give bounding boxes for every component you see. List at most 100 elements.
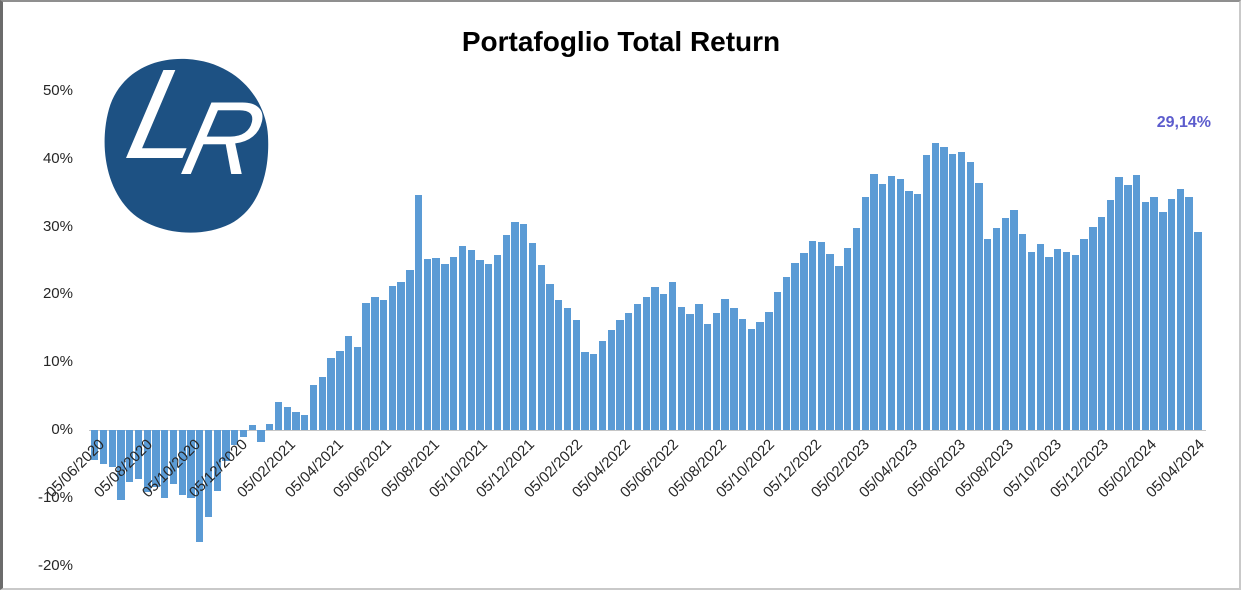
bar <box>940 146 948 430</box>
bar <box>747 328 756 430</box>
bar <box>467 250 475 430</box>
bar <box>1176 188 1185 430</box>
bar <box>406 269 414 430</box>
bar <box>791 263 799 430</box>
bar <box>896 179 904 430</box>
bar <box>861 197 869 430</box>
bar <box>292 412 300 430</box>
bar <box>169 430 178 484</box>
bar <box>520 223 528 430</box>
bar <box>852 227 861 430</box>
bar <box>204 430 213 517</box>
bar <box>686 314 694 430</box>
bar <box>362 302 370 430</box>
bar <box>143 430 151 492</box>
bar <box>476 259 484 430</box>
bar <box>309 385 318 430</box>
bar <box>283 406 291 430</box>
bar <box>1106 200 1115 430</box>
bar <box>546 284 554 430</box>
bar <box>257 430 265 443</box>
bar <box>966 161 974 430</box>
bar <box>449 257 458 430</box>
bar <box>441 263 449 430</box>
bar <box>1045 257 1053 430</box>
bar <box>99 430 108 464</box>
y-axis-tick-label: 20% <box>42 285 73 303</box>
bar <box>458 246 467 430</box>
bar <box>703 324 712 430</box>
bar <box>1141 202 1150 430</box>
bar <box>336 351 344 430</box>
bar <box>957 152 966 430</box>
bar <box>1036 243 1044 430</box>
bar <box>835 265 843 430</box>
last-value-label: 29,14% <box>1156 114 1211 131</box>
y-axis-tick-label: 10% <box>42 353 73 371</box>
bar <box>1150 196 1158 430</box>
bar <box>1019 234 1027 430</box>
chart-title: Portafoglio Total Return <box>461 26 781 57</box>
bar <box>773 292 782 430</box>
bar <box>379 299 388 430</box>
bar <box>117 430 125 500</box>
bar <box>327 358 335 430</box>
bar <box>301 415 309 430</box>
bar <box>397 281 405 430</box>
bar <box>213 430 221 492</box>
bar <box>1097 217 1106 430</box>
bar <box>187 430 195 499</box>
bar <box>1001 218 1009 430</box>
bar <box>1071 255 1079 430</box>
bar <box>844 247 852 430</box>
bar <box>1010 210 1018 430</box>
bar <box>414 194 423 430</box>
bar <box>984 238 992 430</box>
bar <box>975 182 983 430</box>
zero-axis-line <box>89 430 1206 431</box>
bar <box>126 430 134 483</box>
bar <box>239 430 248 437</box>
bar <box>1124 185 1132 430</box>
bar <box>738 318 747 430</box>
bar <box>633 303 642 430</box>
bar <box>563 307 572 430</box>
bar <box>1194 232 1202 430</box>
bar <box>1185 196 1193 430</box>
bar <box>949 154 957 430</box>
bar <box>668 281 677 430</box>
bar <box>231 430 239 445</box>
bar <box>730 307 738 430</box>
bar <box>1115 177 1123 430</box>
y-axis-tick-label: 30% <box>42 217 73 235</box>
bar <box>782 277 791 430</box>
bar <box>274 401 283 430</box>
bar <box>721 299 729 430</box>
bar <box>826 253 834 430</box>
bar <box>371 297 379 430</box>
bar <box>914 194 922 430</box>
bar <box>879 183 887 430</box>
bar <box>1080 238 1088 430</box>
bar <box>817 242 826 430</box>
bar <box>248 425 256 430</box>
bar <box>625 313 633 430</box>
bar <box>800 253 808 430</box>
bar <box>1132 175 1141 430</box>
bar <box>196 430 204 542</box>
y-axis-tick-label: -20% <box>37 556 73 574</box>
bar <box>887 175 896 430</box>
bar <box>1027 251 1036 430</box>
bar <box>642 297 650 430</box>
bar <box>992 227 1001 430</box>
bar <box>1159 211 1167 430</box>
bar <box>511 221 519 430</box>
bar <box>432 258 440 430</box>
bar <box>152 430 160 487</box>
bar <box>91 430 99 460</box>
bar <box>266 423 274 430</box>
bar <box>905 191 913 430</box>
bar <box>528 242 537 430</box>
bar <box>134 430 143 479</box>
